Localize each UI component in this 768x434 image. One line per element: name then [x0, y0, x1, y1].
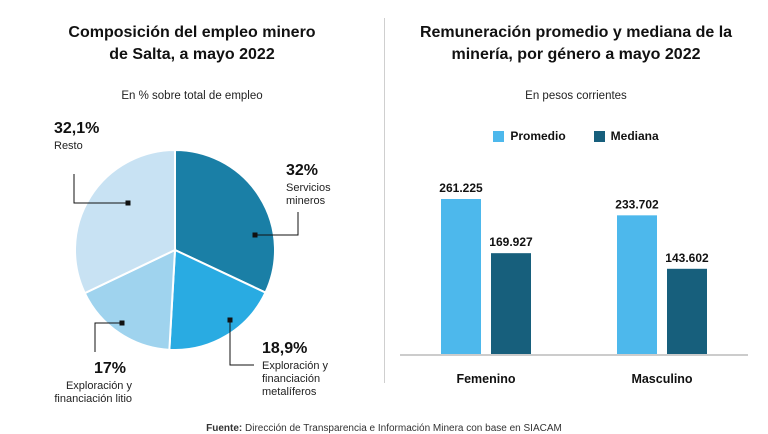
source-label: Fuente:	[206, 423, 243, 434]
pie-slice-exploracion-y-financiacion-litio	[83, 248, 177, 351]
panel-divider	[384, 18, 385, 383]
legend-swatch-mediana	[593, 130, 605, 142]
pie-label-servicios-mineros: Servicios mineros	[286, 182, 331, 207]
legend-label-promedio: Promedio	[510, 129, 566, 143]
pie-label-exploracion-y-financiacion-metaliferos: Exploración y financiación metalíferos	[262, 360, 329, 398]
pie-slice-servicios-mineros	[174, 148, 276, 294]
pie-value-exploracion-y-financiacion-metaliferos: 18,9%	[262, 340, 308, 357]
pie-slice-resto	[74, 148, 176, 295]
leader-dot-servicios-mineros	[252, 232, 258, 238]
bar-subtitle: En pesos corrientes	[525, 90, 627, 102]
pie-slice-exploracion-y-financiacion-metaliferos	[168, 248, 267, 351]
legend-item-promedio: Promedio	[493, 129, 566, 143]
pie-subtitle: En % sobre total de empleo	[121, 90, 263, 102]
leader-line-resto	[73, 174, 128, 204]
x-tick-masculino: Masculino	[631, 372, 692, 386]
bar-femenino-promedio	[441, 199, 481, 354]
bar-title: Remuneración promedio y mediana de la mi…	[419, 24, 733, 63]
leader-line-exploracion-y-financiacion-metaliferos	[229, 320, 254, 366]
x-tick-femenino: Femenino	[456, 372, 515, 386]
bar-value-masculino-promedio: 233.702	[615, 197, 659, 211]
leader-dot-resto	[125, 200, 131, 206]
bar-value-masculino-mediana: 143.602	[665, 251, 709, 265]
leader-dot-exploracion-y-financiacion-metaliferos	[227, 317, 233, 323]
legend-item-mediana: Mediana	[593, 129, 659, 143]
source-footer: Fuente: Dirección de Transparencia e Inf…	[0, 423, 768, 434]
charts-svg: 261.225 169.927 Femenino 233.702 143.602 Masc…	[73, 148, 748, 386]
bar-legend: Promedio Mediana	[384, 129, 768, 145]
pie-label-resto: Resto	[54, 140, 83, 152]
bar-masculino-mediana	[667, 268, 707, 354]
bar-value-femenino-mediana: 169.927	[489, 235, 533, 249]
pie-label-exploracion-y-financiacion-litio: Exploración y financiación litio	[54, 380, 132, 405]
bar-femenino-mediana	[491, 253, 531, 354]
legend-swatch-promedio	[493, 130, 505, 142]
legend-label-mediana: Mediana	[610, 129, 659, 143]
leader-line-servicios-mineros	[255, 212, 299, 236]
bar-masculino-promedio	[617, 215, 657, 354]
pie-value-servicios-mineros: 32%	[286, 162, 319, 179]
pie-value-exploracion-y-financiacion-litio: 17%	[94, 360, 127, 377]
pie-value-resto: 32,1%	[54, 120, 100, 137]
leader-dot-exploracion-y-financiacion-litio	[119, 320, 125, 326]
leader-line-exploracion-y-financiacion-litio	[94, 322, 122, 352]
bar-value-femenino-promedio: 261.225	[439, 181, 483, 195]
bar-panel: Remuneración promedio y mediana de la mi…	[384, 0, 768, 420]
pie-panel: Composición del empleo minero de Salta, …	[0, 0, 384, 420]
pie-title: Composición del empleo minero de Salta, …	[68, 24, 316, 63]
source-text: Dirección de Transparencia e Información…	[245, 423, 562, 434]
